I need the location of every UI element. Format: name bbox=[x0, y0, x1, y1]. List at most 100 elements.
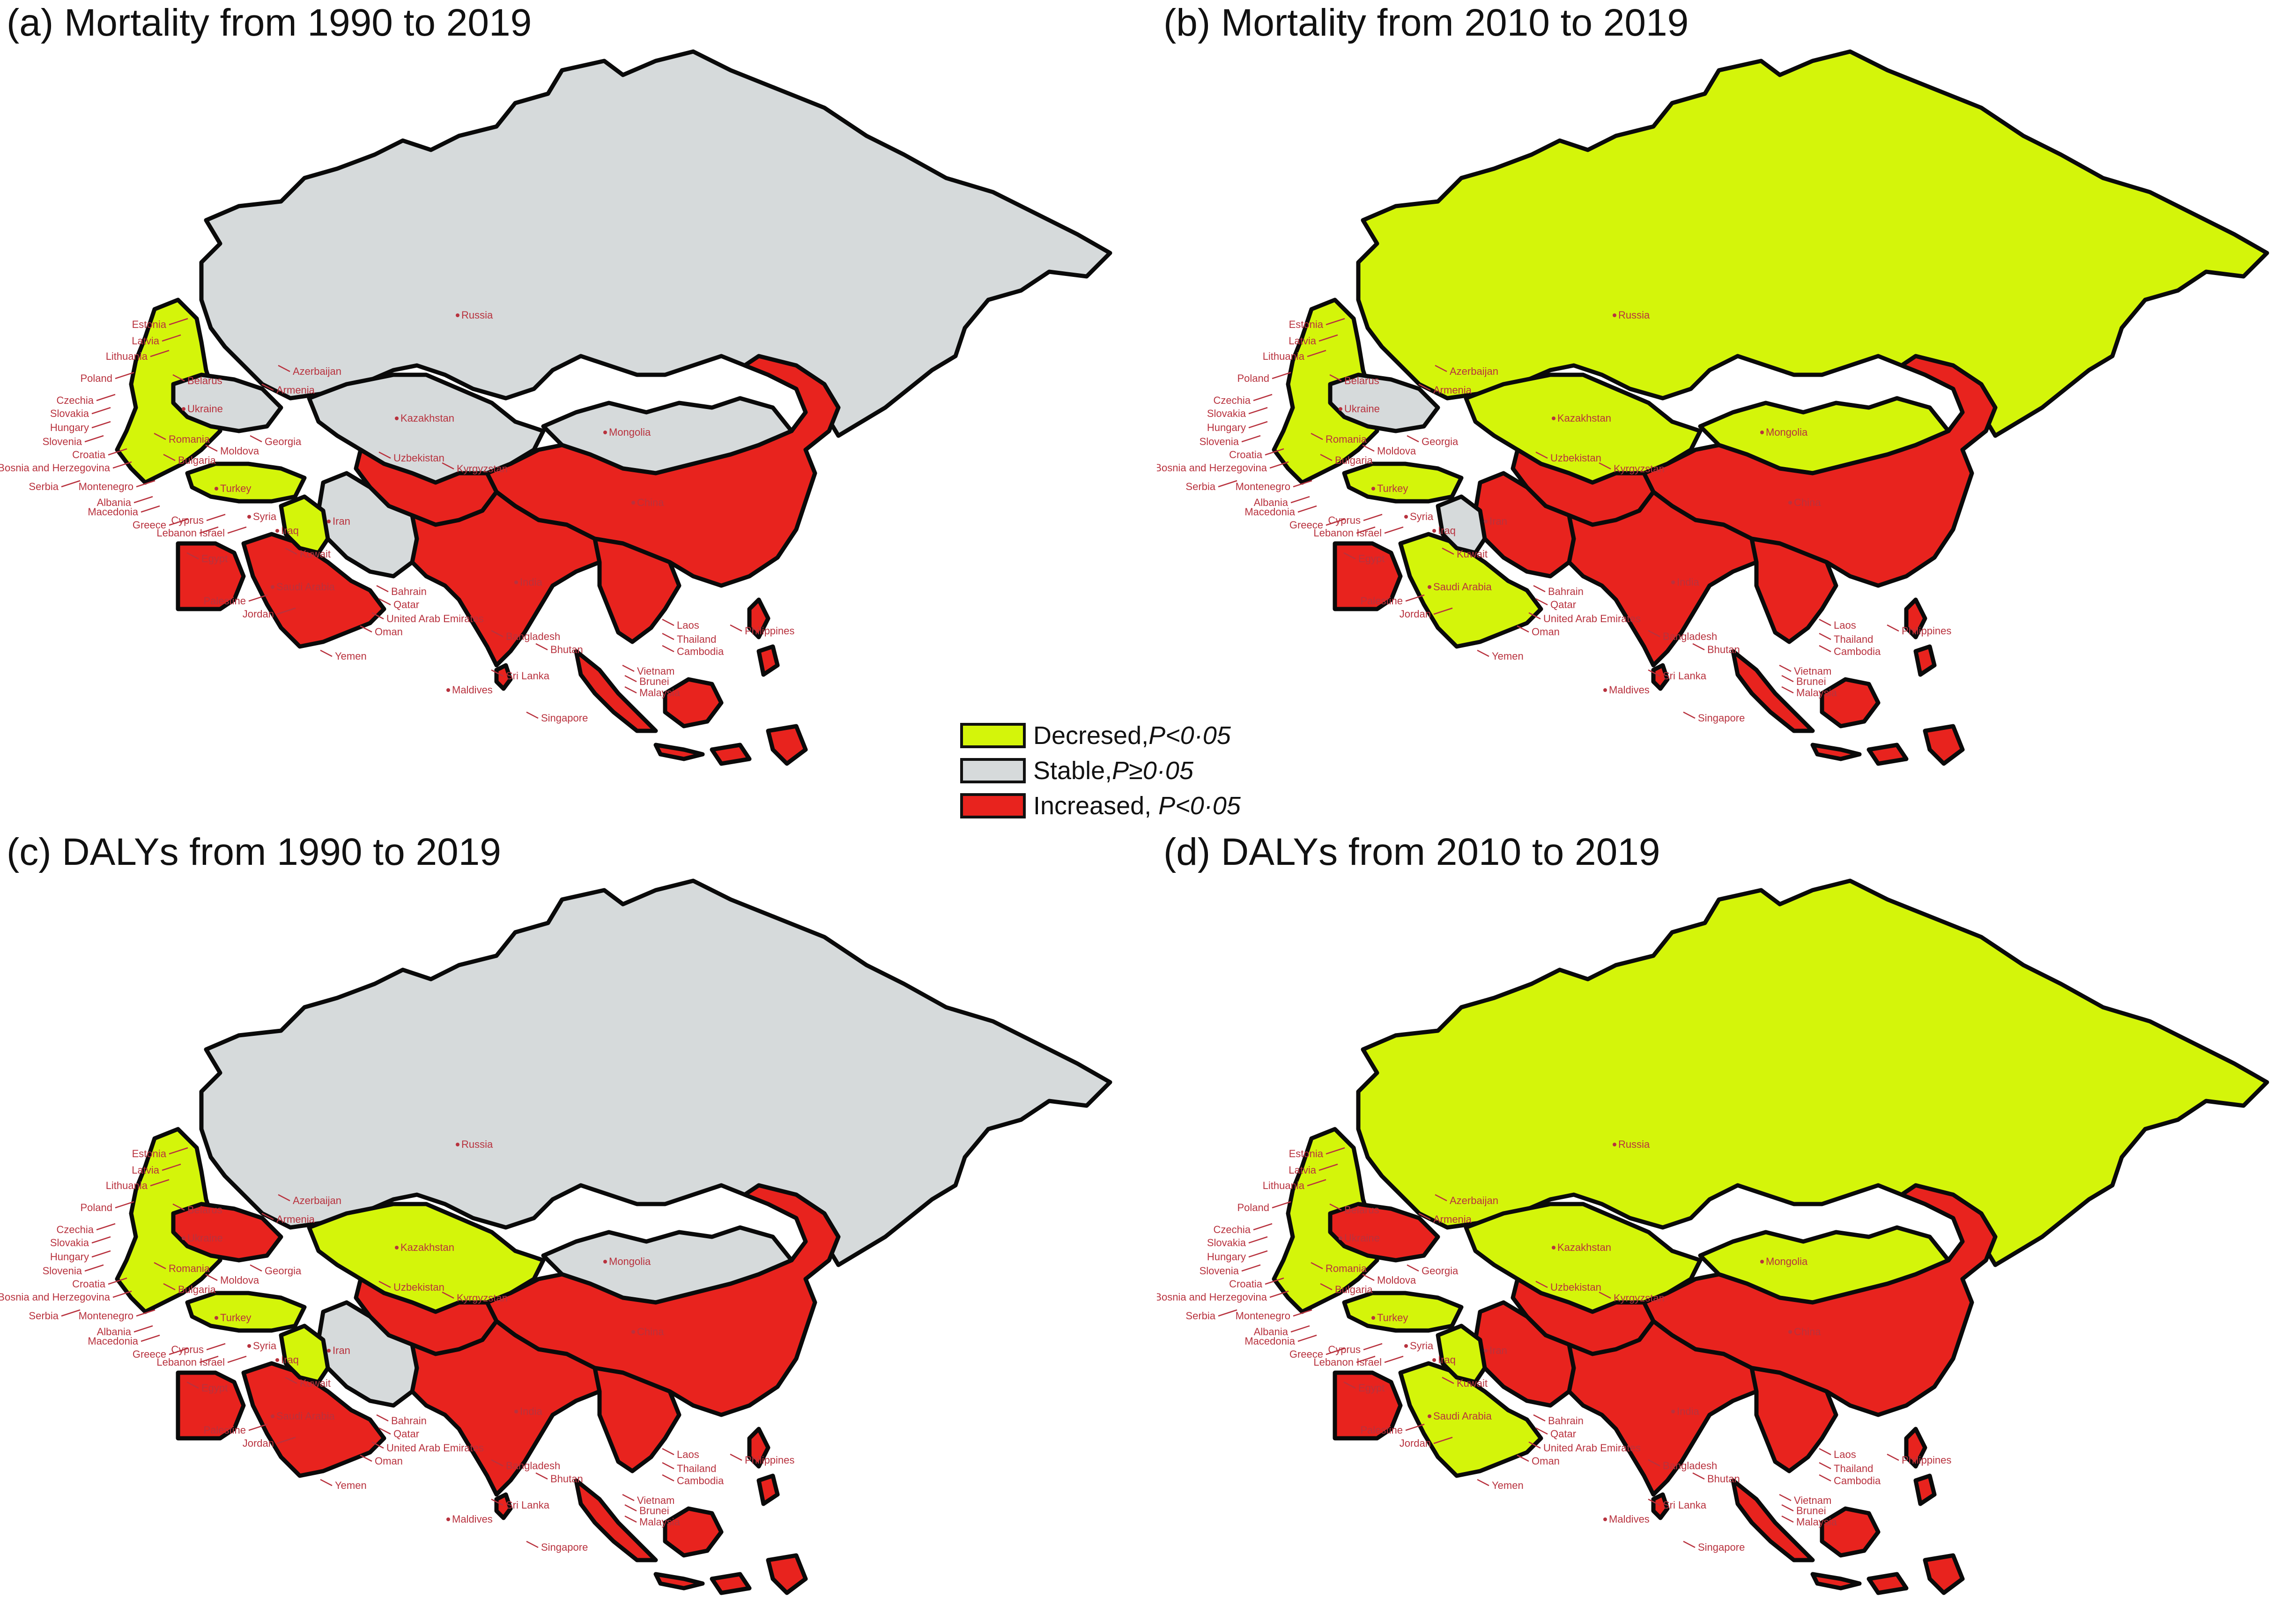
country-label-russia: Russia bbox=[1618, 309, 1650, 321]
country-label-czechia: Czechia bbox=[1214, 394, 1251, 406]
map-panel-a: Russia Kazakhstan Mongolia China India Iran Ir… bbox=[0, 0, 1138, 792]
country-leader-brunei bbox=[624, 1504, 637, 1512]
country-label-croatia: Croatia bbox=[72, 1278, 106, 1290]
country-leader-laos bbox=[662, 1448, 674, 1456]
country-leader-kyrgyzstan bbox=[442, 462, 454, 470]
map-svg-b: Russia Kazakhstan Mongolia China India Iran Ir… bbox=[1157, 49, 2269, 766]
country-leader-oman bbox=[360, 625, 372, 633]
country-label-greece: Greece bbox=[1289, 519, 1323, 531]
country-dot-turkey bbox=[1371, 487, 1375, 491]
region-egypt bbox=[176, 541, 246, 611]
country-label-iran: Iran bbox=[1489, 1345, 1507, 1356]
region-southeast-asia bbox=[663, 1506, 724, 1558]
country-leader-united-arab-emirates bbox=[371, 612, 384, 620]
country-label-singapore: Singapore bbox=[541, 712, 588, 724]
country-leader-hungary bbox=[1248, 421, 1268, 429]
country-label-albania: Albania bbox=[1254, 1326, 1289, 1338]
country-label-laos: Laos bbox=[677, 1449, 699, 1460]
country-leader-lebanon bbox=[199, 1355, 219, 1363]
panel-title-a: (a) Mortality from 1990 to 2019 bbox=[7, 1, 532, 44]
country-leader-czechia bbox=[96, 394, 116, 402]
region-southeast-asia bbox=[653, 724, 808, 766]
country-dot-iran bbox=[1484, 520, 1488, 523]
legend-swatch-decreased bbox=[960, 723, 1026, 748]
country-leader-slovakia bbox=[91, 1236, 111, 1244]
country-label-kazakhstan: Kazakhstan bbox=[1557, 412, 1611, 424]
country-leader-latvia bbox=[162, 334, 181, 342]
region-egypt bbox=[1333, 1370, 1403, 1441]
country-label-bhutan: Bhutan bbox=[1707, 1473, 1740, 1485]
country-leader-bulgaria bbox=[163, 1283, 176, 1291]
country-label-armenia: Armenia bbox=[276, 384, 315, 396]
country-leader-czechia bbox=[96, 1223, 116, 1231]
map-svg-c: Russia Kazakhstan Mongolia China India Iran Ir… bbox=[0, 878, 1112, 1595]
country-label-vietnam: Vietnam bbox=[1794, 665, 1831, 677]
country-dot-india bbox=[514, 580, 518, 584]
country-leader-bosnia-and-herzegovina bbox=[1269, 1290, 1289, 1298]
country-leader-cyprus bbox=[1363, 513, 1383, 521]
country-leader-belarus bbox=[1329, 1203, 1342, 1211]
country-label-latvia: Latvia bbox=[1289, 335, 1316, 347]
country-leader-belarus bbox=[172, 374, 185, 382]
legend-item-decreased: Decresed,P<0·05 bbox=[960, 721, 1231, 750]
country-label-saudi-arabia: Saudi Arabia bbox=[276, 581, 335, 593]
country-label-bosnia-and-herzegovina: Bosnia and Herzegovina bbox=[0, 1291, 111, 1303]
country-leader-georgia bbox=[1407, 1264, 1419, 1272]
country-leader-croatia bbox=[108, 1277, 127, 1285]
country-label-lebanon: Lebanon bbox=[156, 1356, 197, 1368]
country-leader-serbia bbox=[1218, 1309, 1237, 1317]
country-leader-slovenia bbox=[84, 435, 104, 443]
region-south-asia bbox=[410, 490, 602, 668]
country-leader-lithuania bbox=[150, 1179, 170, 1187]
country-label-macedonia: Macedonia bbox=[1244, 506, 1295, 518]
country-label-thailand: Thailand bbox=[1834, 633, 1873, 645]
country-leader-malaysia bbox=[624, 686, 637, 694]
country-leader-poland bbox=[115, 372, 134, 379]
country-label-romania: Romania bbox=[169, 433, 210, 445]
country-dot-ukraine bbox=[1339, 1236, 1342, 1240]
country-label-estonia: Estonia bbox=[1289, 319, 1324, 330]
map-svg-a: Russia Kazakhstan Mongolia China India Iran Ir… bbox=[0, 49, 1112, 766]
country-leader-thailand bbox=[662, 632, 674, 640]
country-leader-moldova bbox=[205, 444, 218, 452]
country-label-qatar: Qatar bbox=[1550, 599, 1576, 610]
country-label-slovenia: Slovenia bbox=[43, 436, 82, 447]
region-southeast-asia bbox=[593, 1366, 681, 1473]
country-label-india: India bbox=[1677, 576, 1699, 588]
country-leader-moldova bbox=[1362, 1273, 1375, 1281]
country-label-oman: Oman bbox=[1532, 1455, 1560, 1467]
country-leader-azerbaijan bbox=[278, 1194, 290, 1202]
country-leader-lebanon bbox=[199, 526, 219, 534]
region-southeast-asia bbox=[1731, 649, 1815, 733]
country-label-iraq: Iraq bbox=[1438, 525, 1456, 536]
country-leader-bulgaria bbox=[163, 454, 176, 461]
country-label-moldova: Moldova bbox=[1377, 445, 1416, 457]
country-label-syria: Syria bbox=[1410, 1340, 1434, 1352]
country-leader-bangladesh bbox=[491, 630, 504, 638]
country-leader-serbia bbox=[61, 480, 81, 488]
country-leader-lithuania bbox=[1307, 1179, 1326, 1187]
country-label-uzbekistan: Uzbekistan bbox=[1550, 452, 1601, 464]
country-leader-bahrain bbox=[1533, 1414, 1546, 1422]
country-label-egypt: Egypt bbox=[1358, 553, 1385, 565]
country-label-vietnam: Vietnam bbox=[637, 665, 674, 677]
country-label-jordan: Jordan bbox=[1400, 608, 1431, 620]
country-dot-russia bbox=[456, 1143, 459, 1146]
country-leader-jordan bbox=[276, 1436, 296, 1444]
country-dot-maldives bbox=[446, 1517, 450, 1521]
country-leader-israel bbox=[227, 526, 247, 534]
country-label-poland: Poland bbox=[80, 1202, 112, 1213]
country-leader-bahrain bbox=[1533, 585, 1546, 593]
country-label-russia: Russia bbox=[461, 1138, 493, 1150]
country-label-mongolia: Mongolia bbox=[1766, 426, 1808, 438]
legend-label-decreased: Decresed,P<0·05 bbox=[1033, 721, 1231, 750]
country-label-india: India bbox=[1677, 1405, 1699, 1417]
country-leader-laos bbox=[1819, 618, 1831, 626]
country-leader-qatar bbox=[1535, 598, 1548, 606]
country-label-united-arab-emirates: United Arab Emirates bbox=[1543, 613, 1641, 625]
country-label-kyrgyzstan: Kyrgyzstan bbox=[1614, 1292, 1665, 1304]
map-panel-d: Russia Kazakhstan Mongolia China India Iran Ir… bbox=[1157, 829, 2295, 1621]
country-leader-egypt bbox=[1343, 552, 1356, 560]
country-leader-singapore bbox=[1683, 711, 1696, 719]
country-leader-singapore bbox=[526, 1540, 539, 1548]
